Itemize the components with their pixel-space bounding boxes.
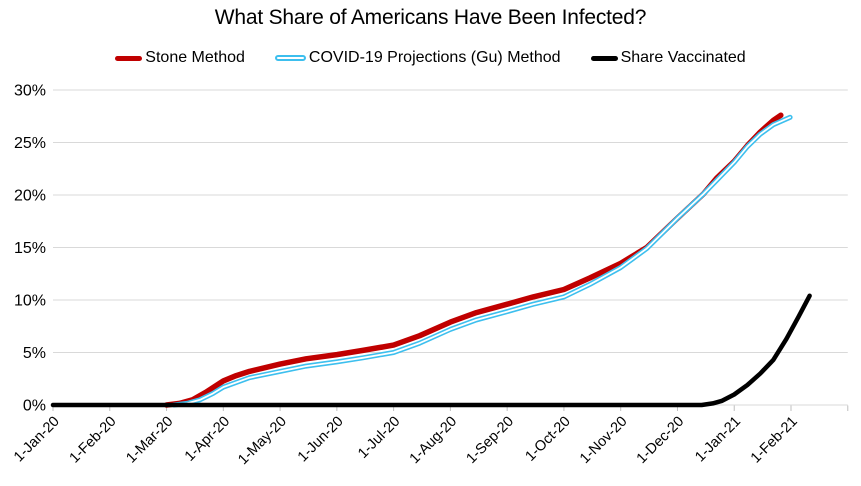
legend-label-share-vaccinated: Share Vaccinated <box>620 49 746 66</box>
x-axis-tick-label: 1-Feb-20 <box>67 414 120 467</box>
y-axis-tick-label: 25% <box>14 135 46 152</box>
y-axis-tick-label: 5% <box>23 345 46 362</box>
y-axis-tick-label: 10% <box>14 293 46 310</box>
series-line-stone <box>163 112 784 408</box>
share-vaccinated-line-swatch-icon <box>590 55 618 61</box>
x-axis-tick-label: 1-Jun-20 <box>295 414 347 466</box>
x-axis-tick-label: 1-Sep-20 <box>463 414 516 467</box>
y-axis-tick-label: 0% <box>23 398 46 415</box>
x-axis-tick-label: 1-Nov-20 <box>577 414 630 467</box>
x-axis-tick-label: 1-Apr-20 <box>182 414 233 465</box>
chart-title: What Share of Americans Have Been Infect… <box>214 6 647 29</box>
legend-label-gu-method: COVID-19 Projections (Gu) Method <box>308 49 561 66</box>
series-line-gu <box>171 114 793 408</box>
x-axis-tick-label: 1-Dec-20 <box>634 414 687 467</box>
legend-label-stone-method: Stone Method <box>145 49 245 66</box>
series-line-core-gu <box>173 116 791 406</box>
legend-item-gu-method: COVID-19 Projections (Gu) Method <box>274 49 561 67</box>
x-axis-tick-label: 1-Jan-21 <box>692 414 744 466</box>
x-axis-tick-label: 1-Jul-20 <box>355 414 403 462</box>
x-axis-tick-label: 1-May-20 <box>235 414 290 469</box>
legend-item-stone-method: Stone Method <box>115 49 245 67</box>
x-axis-tick-label: 1-Jan-20 <box>11 414 63 466</box>
gu-method-line-swatch-icon <box>274 55 306 61</box>
stone-method-line-swatch-icon <box>115 55 143 61</box>
y-axis-tick-label: 15% <box>14 240 46 257</box>
y-axis-tick-label: 30% <box>14 83 46 100</box>
x-axis-tick-label: 1-Oct-20 <box>523 414 574 465</box>
x-axis-tick-label: 1-Feb-21 <box>748 414 801 467</box>
chart-legend: Stone Method COVID-19 Projections (Gu) M… <box>0 49 861 67</box>
series-line-vaccinated <box>50 293 812 408</box>
x-axis-tick-label: 1-Mar-20 <box>123 414 176 467</box>
y-axis-tick-label: 20% <box>14 188 46 205</box>
legend-item-share-vaccinated: Share Vaccinated <box>590 49 746 67</box>
x-axis-tick-label: 1-Aug-20 <box>407 414 460 467</box>
